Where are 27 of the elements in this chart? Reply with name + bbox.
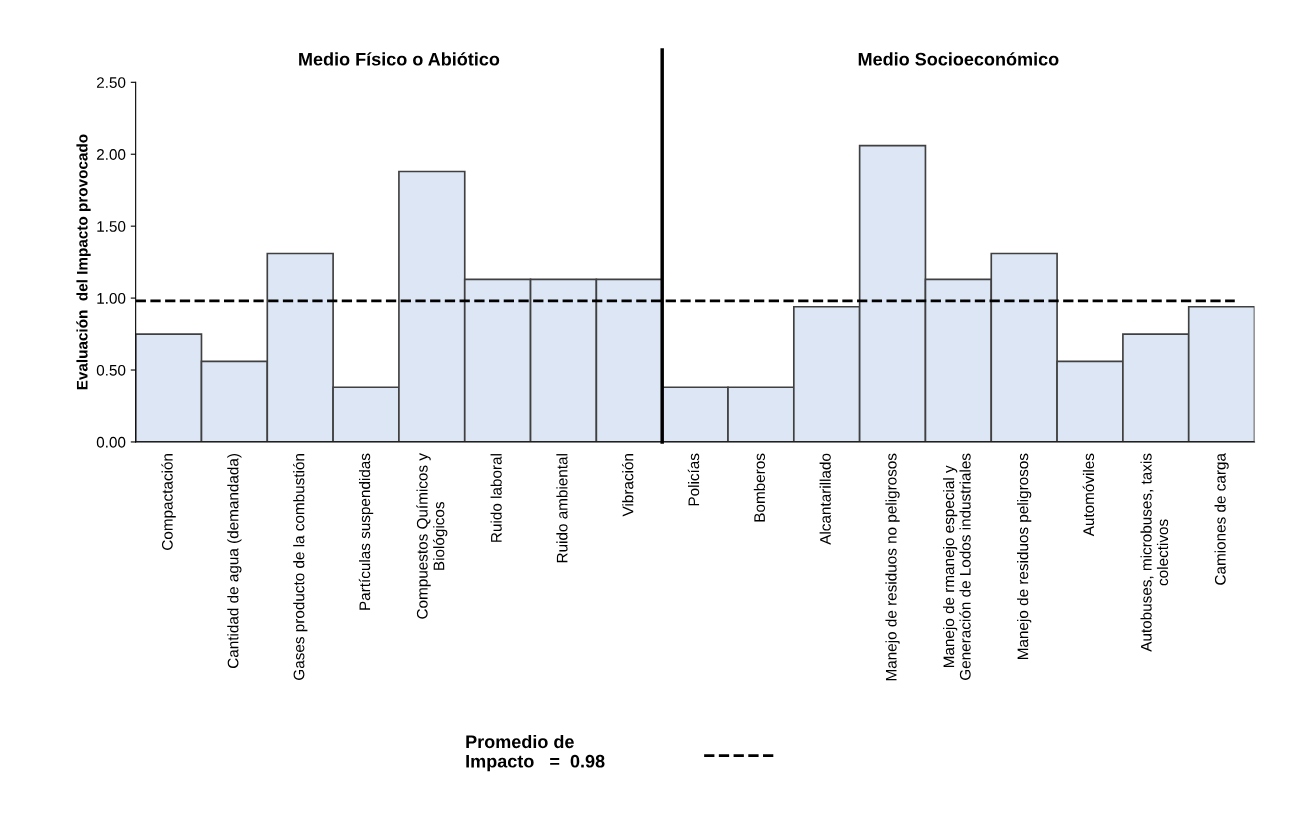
text: Medio Físico o Abiótico [299, 52, 500, 66]
x-tick-label: Manejo de residuos no peligrosos [885, 453, 900, 681]
x-tick-label: Manejo de rmanejo especial y Generación de Lodos industriales [943, 453, 971, 680]
x-tick-label: Bomberos [753, 453, 766, 522]
x-tick-label: Policías [687, 453, 700, 506]
y-tick-label: 0.00 [96, 436, 126, 448]
x-tick-label: Compactación [161, 454, 176, 550]
y-axis-title: Evaluación del Impacto provocado [76, 134, 91, 390]
ref-line-label: Promedio de Impacto = 0.98 [466, 734, 605, 772]
y-tick-label: 2.00 [96, 149, 126, 160]
x-tick-label: Manejo de residuos peligrosos [1017, 453, 1032, 660]
text: Medio Socioeconómico [858, 52, 1059, 66]
x-tick-label: Vibración [621, 454, 634, 517]
y-tick-label: 1.00 [97, 292, 126, 304]
x-tick-label: Gases producto de la combustión [292, 454, 308, 680]
x-tick-label: Partículas suspendidas [358, 453, 374, 610]
y-tick-label: 0.50 [96, 364, 126, 376]
y-tick-label: 1.50 [97, 221, 126, 232]
x-tick-label: Ruido laboral [490, 454, 502, 542]
x-tick-label: Camiones de carga [1214, 453, 1229, 585]
x-tick-label: Automóviles [1082, 453, 1095, 537]
x-tick-label: Autobuses, microbuses, taxis colectivos [1140, 453, 1169, 652]
x-tick-label: Cantidad de agua (demandada) [227, 453, 242, 669]
x-tick-label: Alcantarillado [819, 453, 831, 545]
y-tick-label: 2.50 [96, 77, 126, 88]
x-tick-label: Ruido ambiental [556, 454, 568, 563]
x-tick-label: Compuestos Químicos y Biológicos [416, 453, 448, 619]
